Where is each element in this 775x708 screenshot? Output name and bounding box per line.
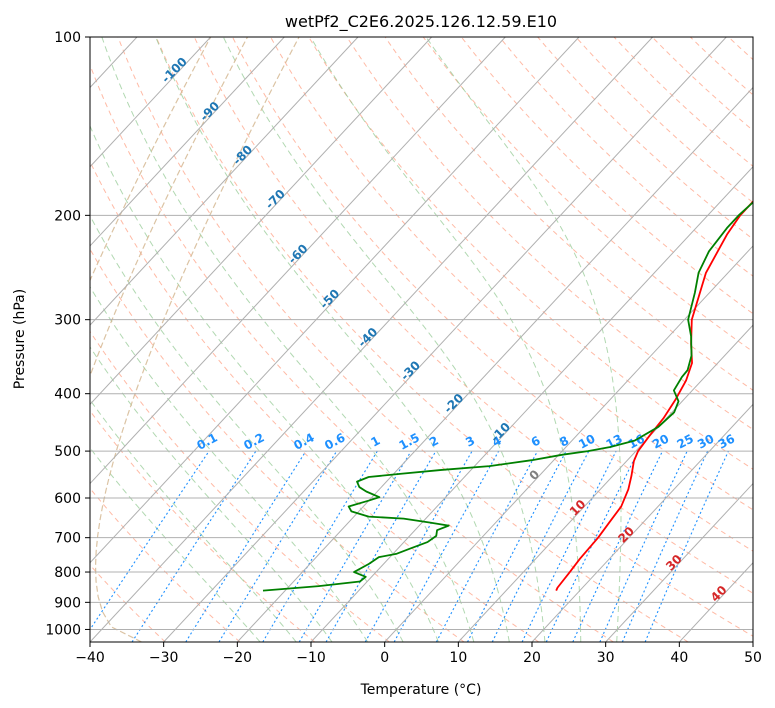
- y-tick-label: 100: [54, 30, 81, 46]
- mixing-ratio-line: [325, 450, 437, 642]
- isotherm: [90, 37, 212, 168]
- dry-adiabat: [155, 37, 753, 637]
- mixing-ratio-line: [521, 450, 617, 642]
- plot-area: 0.1 0.2 0.4 0.6 1 1.5 2 3 4 6 8 10 13 16 20 25 30 36-100-…: [90, 37, 753, 642]
- reference-curve: [94, 37, 300, 642]
- dry-adiabat: [90, 160, 540, 642]
- mixing-ratio-label: 20: [650, 431, 671, 451]
- x-tick-label: 50: [744, 650, 762, 666]
- axes: −40 −30 −20 −10 0 10 20 30 40 50 100 200 300 400 500 60…: [45, 30, 762, 666]
- isotherm: [90, 37, 433, 406]
- mixing-ratio-line: [644, 450, 729, 642]
- dry-adiabat: [346, 37, 753, 431]
- mixing-ratio-line: [298, 450, 412, 642]
- dry-adiabat: [90, 63, 614, 642]
- mixing-ratio-line: [572, 450, 663, 642]
- mixing-ratio-line: [599, 450, 688, 642]
- mixing-ratio-label: 25: [675, 431, 696, 451]
- moist-adiabat: [101, 37, 475, 642]
- moist-adiabat: [155, 37, 510, 642]
- x-tick-label: 30: [597, 650, 615, 666]
- x-tick-label: 20: [523, 650, 541, 666]
- dry-adiabat: [117, 37, 689, 642]
- isotherm: [384, 245, 753, 642]
- mixing-ratio-label: 30: [695, 431, 716, 451]
- dry-adiabat: [90, 487, 241, 642]
- y-axis-label: Pressure (hPa): [12, 289, 28, 389]
- y-tick-label: 600: [54, 491, 81, 507]
- isotherm: [531, 403, 753, 642]
- y-tick-label: 500: [54, 444, 81, 460]
- y-tick-label: 400: [54, 387, 81, 403]
- x-tick-label: −10: [296, 650, 326, 666]
- y-tick-label: 200: [54, 208, 81, 224]
- mixing-ratio-line: [185, 450, 307, 642]
- y-tick-label: 300: [54, 313, 81, 329]
- mixing-ratio-line: [131, 450, 257, 642]
- mixing-ratio-line: [393, 450, 500, 642]
- isotherm: [90, 37, 654, 642]
- mixing-ratio-line: [545, 450, 639, 642]
- isotherm: [90, 37, 580, 564]
- plot-frame: [89, 36, 754, 643]
- moist-adiabat: [90, 214, 404, 642]
- dry-adiabat: [308, 37, 753, 470]
- isotherm: [90, 37, 506, 485]
- y-tick-label: 1000: [45, 622, 81, 638]
- isotherm: [163, 37, 727, 642]
- reference-curve: [90, 37, 249, 642]
- isotherm: [457, 324, 753, 642]
- dry-adiabat: [613, 37, 753, 167]
- isotherm: [310, 165, 753, 642]
- moist-adiabat: [310, 37, 582, 642]
- y-tick-label: 900: [54, 595, 81, 611]
- moist-adiabat: [90, 447, 261, 642]
- mixing-ratio-line: [218, 450, 338, 642]
- x-tick-label: −30: [149, 650, 179, 666]
- mixing-ratio-line: [621, 450, 709, 642]
- chart-title: wetPf2_C2E6.2025.126.12.59.E10: [285, 12, 557, 32]
- x-tick-label: 10: [449, 650, 467, 666]
- dry-adiabat: [575, 37, 753, 204]
- isotherm: [90, 37, 285, 247]
- dry-adiabat: [90, 330, 390, 642]
- x-tick-label: 0: [380, 650, 389, 666]
- isotherm: [605, 482, 753, 642]
- isotherm: [90, 37, 359, 326]
- dewpoint-profile: [262, 201, 753, 592]
- mixing-ratio-label: 36: [716, 431, 737, 451]
- moist-adiabat: [90, 285, 369, 642]
- y-tick-label: 800: [54, 565, 81, 581]
- mixing-ratio-line: [90, 450, 210, 631]
- dry-adiabat: [231, 37, 753, 552]
- x-tick-label: 40: [670, 650, 688, 666]
- x-tick-label: −20: [223, 650, 253, 666]
- dry-adiabat: [270, 37, 753, 511]
- x-tick-label: −40: [75, 650, 105, 666]
- moist-adiabat: [222, 37, 546, 642]
- y-tick-label: 700: [54, 531, 81, 547]
- isotherm: [236, 86, 753, 642]
- x-axis-label: Temperature (°C): [360, 682, 482, 698]
- mixing-ratio-label: 10: [576, 431, 597, 451]
